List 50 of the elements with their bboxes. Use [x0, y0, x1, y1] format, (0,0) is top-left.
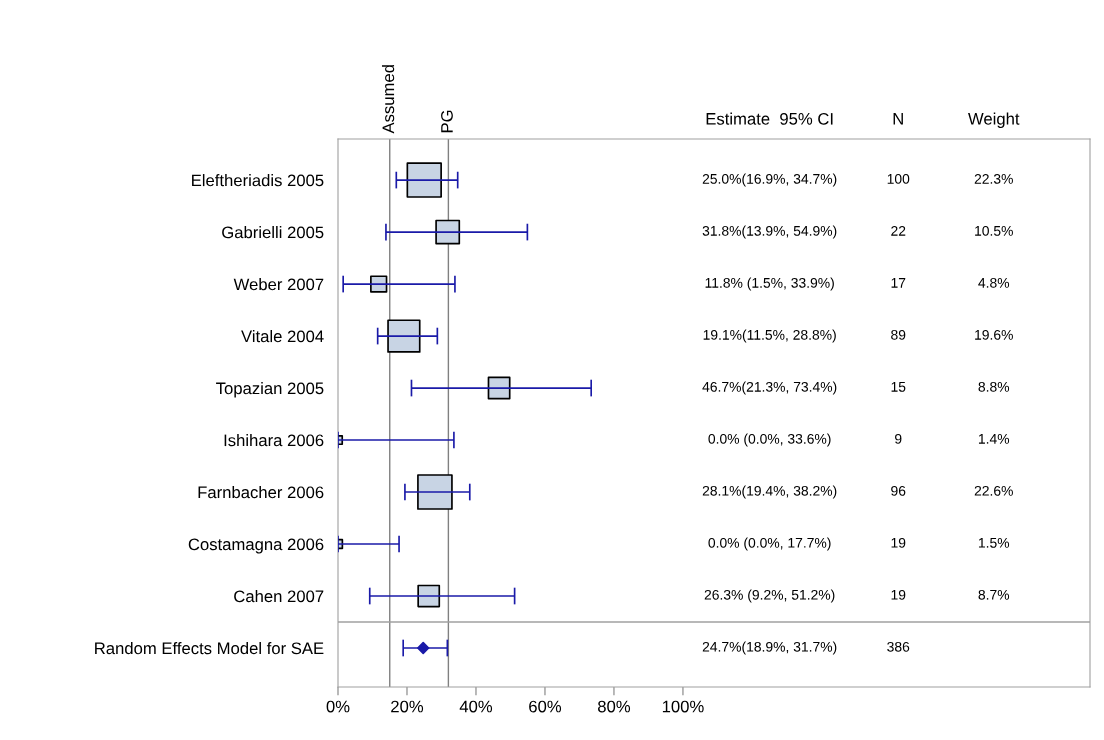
annotation: 22.3%	[974, 173, 1013, 184]
annotation: 9	[895, 433, 902, 444]
y-tick-label: Farnbacher 2006	[198, 485, 324, 499]
annotation: 46.7%(21.3%, 73.4%)	[702, 381, 837, 395]
ref-line-label: Assumed	[381, 65, 395, 134]
ref-line-label: PG	[441, 110, 453, 133]
x-tick-label: 40%	[459, 700, 493, 713]
y-tick-label: Vitale 2004	[241, 330, 324, 343]
text: Weight	[968, 112, 1020, 129]
annotation: 8.8%	[978, 381, 1010, 392]
y-tick-label: Cahen 2007	[234, 589, 324, 603]
y-tick-label: Random Effects Model for SAE	[95, 641, 324, 655]
annotation: 24.7%(18.9%, 31.7%)	[702, 641, 837, 655]
annotation: 19.1%(11.5%, 28.8%)	[703, 329, 836, 343]
y-tick-label: Weber 2007	[233, 278, 324, 291]
x-tick-label: 60%	[529, 700, 562, 713]
annotation: 25.0%(16.9%, 34.7%)	[702, 173, 837, 187]
annotation: 1.5%	[978, 537, 1010, 548]
annotation: 31.8%(13.9%, 54.9%)	[702, 225, 837, 239]
annotation: 17	[891, 278, 906, 288]
annotation: 26.3% (9.2%, 51.2%)	[704, 589, 835, 603]
y-tick-label: Gabrielli 2005	[222, 226, 324, 239]
annotation: 0.0% (0.0%, 17.7%)	[708, 537, 831, 551]
x-tick-label: 100%	[662, 700, 704, 713]
annotation: 15	[891, 382, 906, 392]
x-tick-label: 0%	[326, 700, 350, 713]
annotation: 11.8% (1.5%, 33.9%)	[705, 277, 834, 291]
text: Estimate 95% CI	[706, 112, 833, 125]
annotation: 22.6%	[974, 485, 1013, 496]
annotation: 89	[891, 329, 906, 340]
annotation: 4.8%	[978, 277, 1010, 288]
annotation: 8.7%	[978, 589, 1010, 600]
y-tick-label: Topazian 2005	[216, 382, 324, 398]
annotation: 19.6%	[975, 329, 1013, 340]
x-tick-label: 80%	[598, 700, 631, 713]
annotation: 22	[891, 225, 906, 236]
annotation: 28.1%(19.4%, 38.2%)	[702, 485, 837, 499]
annotation: 100	[887, 173, 910, 184]
annotation: 96	[891, 485, 906, 496]
annotation: 0.0% (0.0%, 33.6%)	[708, 433, 831, 447]
annotation: 386	[887, 641, 910, 652]
y-tick-label: Eleftheriadis 2005	[192, 174, 324, 187]
annotation: 19	[891, 589, 906, 600]
annotation: 10.5%	[975, 225, 1013, 236]
annotation: 19	[891, 537, 906, 548]
y-tick-label: Costamagna 2006	[188, 538, 324, 554]
y-tick-label: Ishihara 2006	[224, 434, 324, 447]
annotation: 1.4%	[978, 433, 1010, 444]
x-tick-label: 20%	[391, 700, 424, 713]
text: N	[893, 113, 903, 125]
